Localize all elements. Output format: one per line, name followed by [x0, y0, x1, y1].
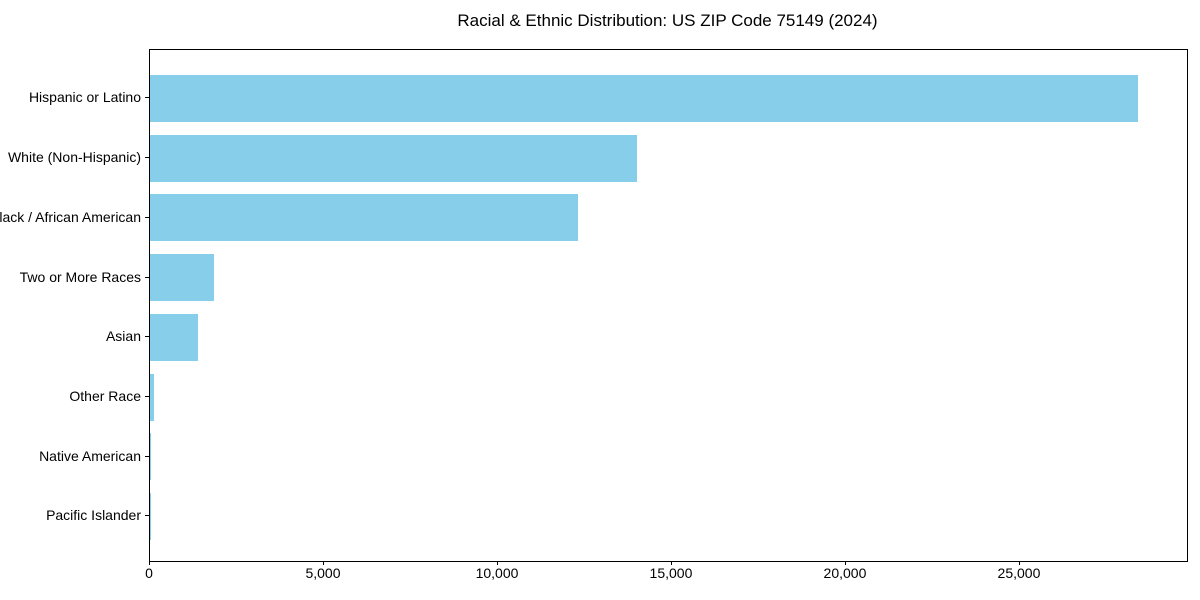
y-tick-label: Black / African American: [0, 208, 141, 225]
y-tick-mark: [145, 515, 149, 517]
x-tick-label: 25,000: [997, 565, 1041, 581]
x-tick-label: 10,000: [475, 565, 519, 581]
x-tick-label: 5,000: [305, 565, 341, 581]
y-tick-label: Two or More Races: [19, 268, 141, 285]
y-tick-label: White (Non-Hispanic): [7, 149, 141, 166]
bar-black-african-american: [150, 194, 579, 242]
bar-other-race: [150, 373, 155, 421]
x-tick-mark: [670, 561, 672, 565]
y-tick-label: Pacific Islander: [46, 507, 141, 524]
y-tick-mark: [145, 336, 149, 338]
y-tick-mark: [145, 216, 149, 218]
bar-asian: [150, 313, 199, 361]
y-tick-mark: [145, 97, 149, 99]
y-tick-label: Other Race: [69, 388, 141, 404]
y-tick-mark: [145, 455, 149, 457]
x-tick-mark: [149, 561, 150, 565]
y-tick-mark: [145, 396, 149, 397]
x-tick-label: 15,000: [649, 565, 693, 581]
bar-native-american: [150, 433, 152, 481]
y-tick-mark: [145, 157, 149, 159]
y-tick-mark: [145, 276, 149, 278]
x-tick-mark: [844, 561, 846, 565]
x-tick-mark: [1018, 561, 1020, 565]
y-tick-label: Native American: [39, 447, 141, 464]
y-tick-label: Asian: [105, 328, 141, 345]
plot-area: [149, 49, 1188, 562]
x-tick-label: 0: [145, 565, 153, 581]
bar-white-non-hispanic: [150, 134, 638, 182]
bar-hispanic-or-latino: [150, 74, 1139, 122]
y-tick-label: Hispanic or Latino: [28, 89, 141, 106]
x-tick-mark: [322, 561, 324, 565]
chart-title: Racial & Ethnic Distribution: US ZIP Cod…: [457, 11, 878, 30]
x-tick-label: 20,000: [823, 565, 867, 581]
x-tick-mark: [496, 561, 498, 565]
bar-two-or-more-races: [150, 254, 215, 302]
